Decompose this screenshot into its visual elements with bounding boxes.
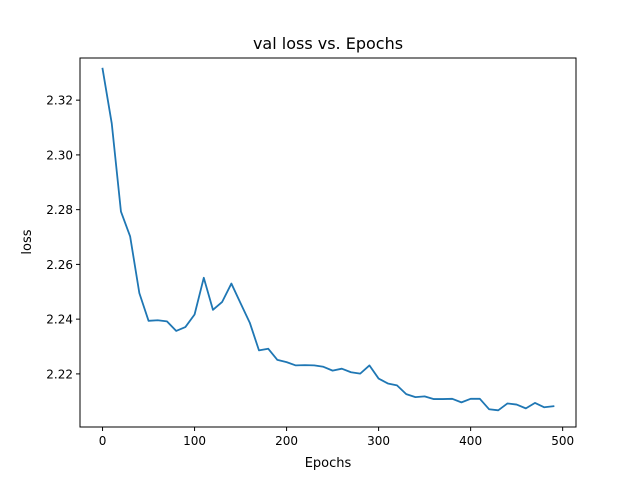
plot-lines [101,67,555,412]
x-tick-label: 100 [183,434,206,448]
y-tick-label: 2.22 [46,367,73,381]
x-tick-label: 400 [459,434,482,448]
x-tick-label: 500 [551,434,574,448]
y-tick-label: 2.24 [46,313,73,327]
y-tick-label: 2.30 [46,148,73,162]
x-axis-label: Epochs [305,456,352,471]
y-tick-label: 2.28 [46,203,73,217]
y-axis-label: loss [20,229,35,254]
x-axis-ticks: 0 100 200 300 400 500 [99,427,574,448]
chart-title: val loss vs. Epochs [253,34,403,53]
y-tick-label: 2.32 [46,94,73,108]
x-tick-label: 0 [99,434,107,448]
x-tick-label: 300 [367,434,390,448]
axes-frame [79,57,577,428]
y-axis-ticks: 2.22 2.24 2.26 2.28 2.30 2.32 [46,94,80,381]
x-tick-label: 200 [275,434,298,448]
series-line-val-loss [101,67,555,412]
y-tick-label: 2.26 [46,258,73,272]
